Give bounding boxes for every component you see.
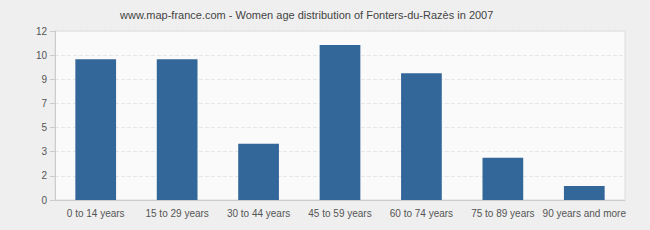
svg-text:5: 5 [41,122,47,133]
svg-text:2: 2 [41,170,47,181]
svg-text:30 to 44 years: 30 to 44 years [227,208,290,219]
svg-text:15 to 29 years: 15 to 29 years [145,208,208,219]
svg-text:www.map-france.com - Women age: www.map-france.com - Women age distribut… [119,9,493,21]
svg-text:10: 10 [36,50,48,61]
svg-text:7: 7 [41,98,47,109]
svg-text:60 to 74 years: 60 to 74 years [390,208,453,219]
svg-text:0: 0 [41,195,47,206]
svg-text:75 to 89 years: 75 to 89 years [471,208,534,219]
svg-text:45 to 59 years: 45 to 59 years [308,208,371,219]
svg-text:90 years and more: 90 years and more [543,208,627,219]
svg-text:9: 9 [41,74,47,85]
svg-text:12: 12 [36,26,48,37]
svg-text:3: 3 [41,146,47,157]
svg-text:0 to 14 years: 0 to 14 years [67,208,125,219]
